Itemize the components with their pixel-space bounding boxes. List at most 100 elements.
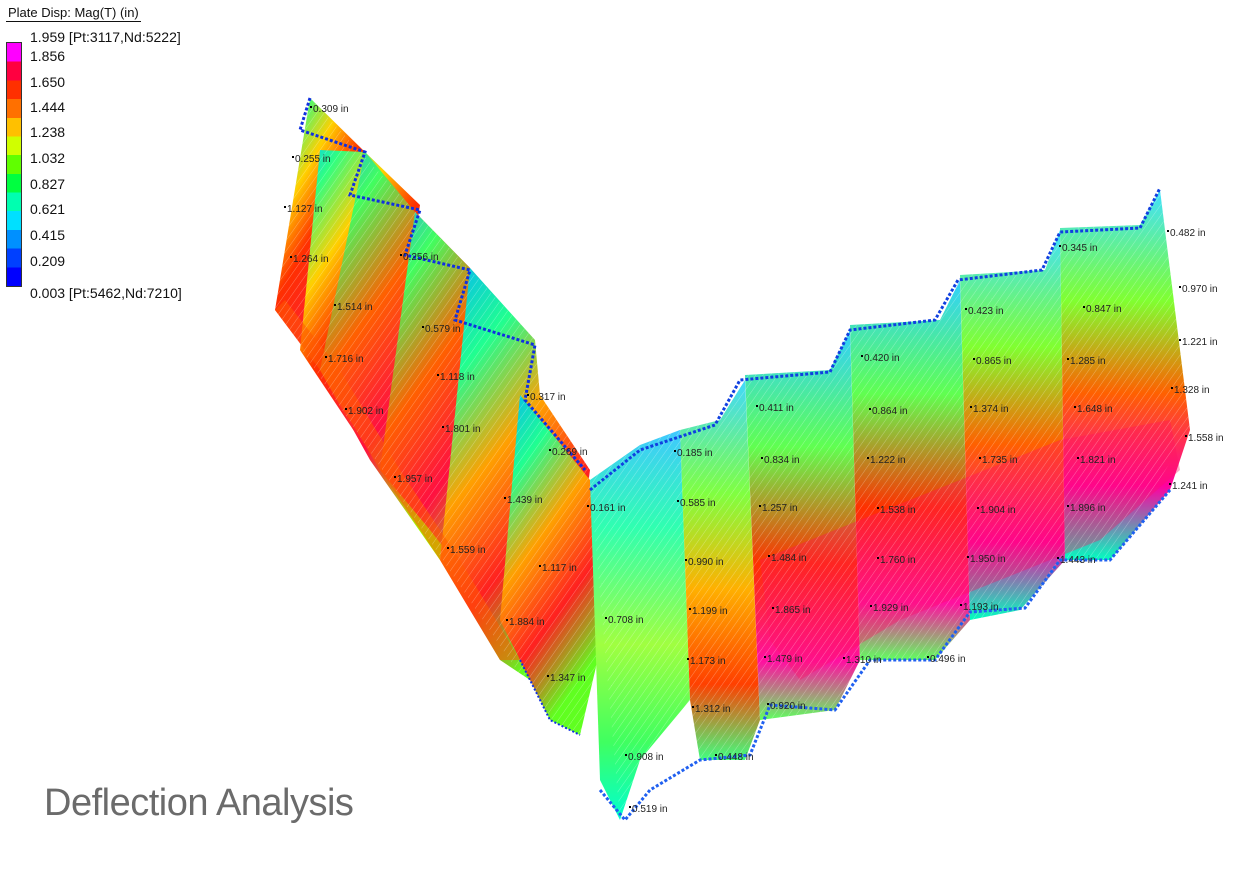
node-marker	[1185, 435, 1187, 437]
node-displacement-label: 1.193 in	[963, 602, 999, 613]
node-displacement-label: 0.708 in	[608, 615, 644, 626]
node-marker	[877, 557, 879, 559]
node-displacement-label: 1.347 in	[550, 673, 586, 684]
node-marker	[547, 675, 549, 677]
node-displacement-label: 0.482 in	[1170, 228, 1206, 239]
vector-overlay-right	[590, 190, 1190, 820]
node-displacement-label: 1.559 in	[450, 545, 486, 556]
node-displacement-label: 1.241 in	[1172, 481, 1208, 492]
analysis-title: Deflection Analysis	[44, 782, 354, 824]
node-displacement-label: 0.970 in	[1182, 284, 1218, 295]
node-marker	[539, 565, 541, 567]
node-displacement-label: 1.884 in	[509, 617, 545, 628]
node-displacement-label: 1.929 in	[873, 603, 909, 614]
node-displacement-label: 1.801 in	[445, 424, 481, 435]
node-displacement-label: 1.484 in	[771, 553, 807, 564]
node-displacement-label: 0.345 in	[1062, 243, 1098, 254]
node-displacement-label: 1.896 in	[1070, 503, 1106, 514]
node-displacement-label: 1.514 in	[337, 302, 373, 313]
node-displacement-label: 1.821 in	[1080, 455, 1116, 466]
node-marker	[1179, 286, 1181, 288]
node-marker	[1077, 457, 1079, 459]
node-displacement-label: 0.317 in	[530, 392, 566, 403]
legend-tick-label: 0.415	[30, 227, 66, 243]
node-displacement-label: 1.957 in	[397, 474, 433, 485]
node-marker	[965, 308, 967, 310]
node-marker	[587, 505, 589, 507]
node-marker	[979, 457, 981, 459]
node-displacement-label: 0.579 in	[425, 324, 461, 335]
legend-tick-label: 0.621	[30, 201, 66, 217]
node-marker	[1059, 245, 1061, 247]
legend-tick-label: 1.444	[30, 99, 66, 115]
node-displacement-label: 0.496 in	[930, 654, 966, 665]
node-marker	[629, 806, 631, 808]
node-marker	[447, 547, 449, 549]
mesh-top-edge-left	[298, 97, 587, 471]
node-marker	[970, 406, 972, 408]
node-marker	[674, 450, 676, 452]
node-displacement-label: 0.519 in	[632, 804, 668, 815]
node-displacement-label: 0.834 in	[764, 455, 800, 466]
node-marker	[867, 457, 869, 459]
node-marker	[973, 358, 975, 360]
mesh-bottom-edge-right	[598, 489, 1172, 823]
node-displacement-label: 0.908 in	[628, 752, 664, 763]
legend-color-bar	[6, 42, 22, 287]
node-displacement-label: 1.479 in	[767, 654, 803, 665]
node-marker	[689, 608, 691, 610]
legend-tick-label: 1.238	[30, 124, 66, 140]
legend-tick-label: 1.856	[30, 48, 66, 64]
node-marker	[715, 754, 717, 756]
node-marker	[692, 706, 694, 708]
node-displacement-label: 1.285 in	[1070, 356, 1106, 367]
node-displacement-label: 0.585 in	[680, 498, 716, 509]
legend-tick-label: 1.650	[30, 74, 66, 90]
node-displacement-label: 0.990 in	[688, 557, 724, 568]
node-marker	[977, 507, 979, 509]
node-marker	[1083, 306, 1085, 308]
node-displacement-label: 1.950 in	[970, 554, 1006, 565]
node-displacement-label: 1.374 in	[973, 404, 1009, 415]
node-displacement-label: 0.269 in	[552, 447, 588, 458]
node-marker	[325, 356, 327, 358]
node-displacement-label: 1.118 in	[440, 372, 475, 383]
node-marker	[400, 254, 402, 256]
node-displacement-label: 0.411 in	[759, 403, 794, 414]
node-marker	[292, 156, 294, 158]
node-displacement-label: 1.199 in	[692, 606, 728, 617]
node-marker	[549, 449, 551, 451]
node-displacement-label: 0.847 in	[1086, 304, 1122, 315]
node-marker	[843, 657, 845, 659]
node-displacement-label: 0.161 in	[590, 503, 626, 514]
node-marker	[345, 408, 347, 410]
node-marker	[422, 326, 424, 328]
node-marker	[1067, 358, 1069, 360]
node-displacement-label: 0.255 in	[295, 154, 331, 165]
node-marker	[685, 559, 687, 561]
node-marker	[768, 555, 770, 557]
node-displacement-label: 1.264 in	[293, 254, 329, 265]
node-displacement-label: 1.117 in	[542, 563, 577, 574]
node-marker	[1067, 505, 1069, 507]
node-displacement-label: 0.864 in	[872, 406, 908, 417]
legend-labels: 1.959 [Pt:3117,Nd:5222] 1.856 1.650 1.44…	[30, 0, 230, 310]
node-marker	[877, 507, 879, 509]
node-marker	[1074, 406, 1076, 408]
node-displacement-label: 0.865 in	[976, 356, 1012, 367]
legend-title: Plate Disp: Mag(T) (in)	[6, 5, 141, 22]
node-marker	[437, 374, 439, 376]
node-marker	[761, 457, 763, 459]
node-displacement-label: 1.257 in	[762, 503, 798, 514]
node-marker	[605, 617, 607, 619]
node-displacement-label: 0.420 in	[864, 353, 900, 364]
node-displacement-label: 1.439 in	[507, 495, 543, 506]
node-marker	[759, 505, 761, 507]
node-displacement-label: 1.648 in	[1077, 404, 1113, 415]
node-displacement-label: 0.309 in	[313, 104, 349, 115]
legend-tick-label: 1.032	[30, 150, 66, 166]
vector-overlay-left	[275, 98, 600, 780]
node-marker	[870, 605, 872, 607]
node-marker	[504, 497, 506, 499]
